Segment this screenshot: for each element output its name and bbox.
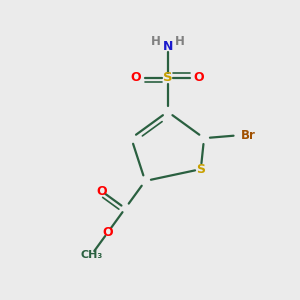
Text: O: O: [131, 71, 142, 84]
Text: O: O: [96, 184, 107, 198]
Text: S: S: [196, 163, 205, 176]
Text: H: H: [175, 34, 184, 48]
Text: CH₃: CH₃: [80, 250, 103, 260]
Text: S: S: [163, 71, 172, 84]
Text: O: O: [194, 71, 205, 84]
Text: O: O: [103, 226, 113, 239]
Text: N: N: [163, 40, 173, 53]
Text: H: H: [151, 34, 161, 48]
Text: Br: Br: [241, 129, 256, 142]
